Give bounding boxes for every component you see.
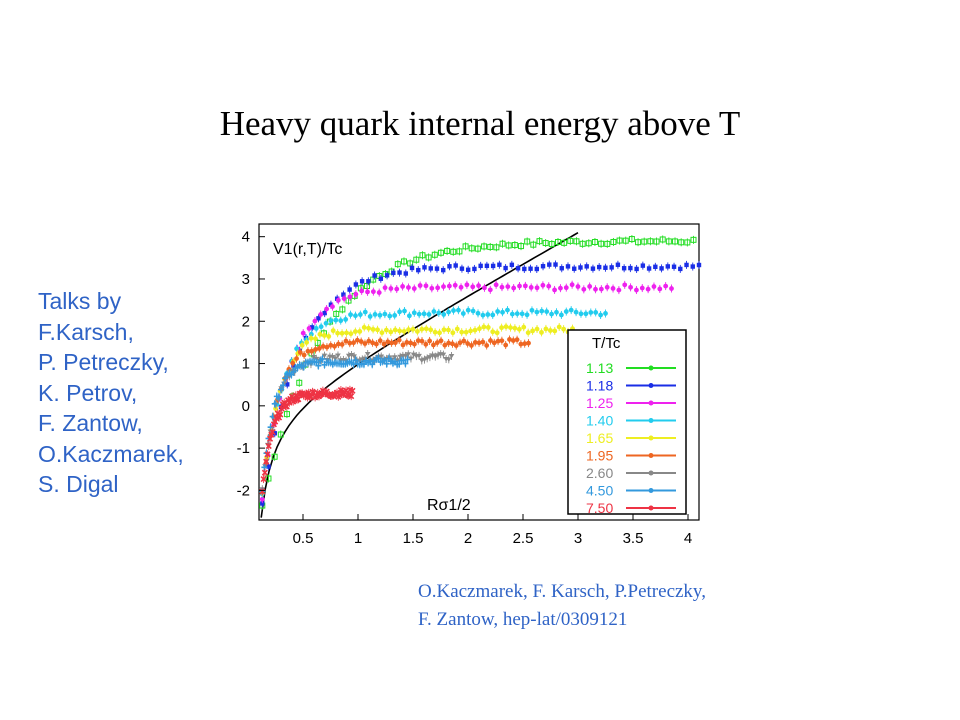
legend-marker: [648, 453, 654, 458]
legend-label: 4.50: [586, 483, 613, 499]
series-4-50: [259, 354, 411, 496]
energy-plot: 0.5 1 1.5 2 2.5 3 3.5 4 4 3 2 1 0 -1 -2 V1(r,T)/Tc Rσ1/2…: [237, 223, 702, 547]
x-tick-label: 3: [574, 530, 582, 547]
legend-marker: [648, 505, 654, 511]
talks-line: S. Digal: [38, 471, 119, 497]
series-1-95: [259, 335, 531, 496]
y-tick-label: -2: [237, 482, 250, 499]
y-tick-label: 1: [242, 356, 250, 373]
legend-marker: [648, 488, 654, 493]
legend-label: 1.65: [586, 430, 613, 446]
legend-marker: [648, 435, 654, 441]
legend-label: 7.50: [586, 500, 613, 516]
reference-citation: O.Kaczmarek, F. Karsch, P.Petreczky, F. …: [418, 578, 706, 634]
legend-label: 1.18: [586, 378, 613, 394]
series-1-18: [260, 260, 702, 508]
y-tick-label: 0: [242, 398, 250, 415]
legend-label: 1.40: [586, 413, 613, 429]
legend-label: 2.60: [586, 465, 613, 481]
reference-line-2: F. Zantow, hep-lat/0309121: [418, 609, 628, 630]
legend-marker: [648, 400, 654, 406]
legend-box: [567, 329, 687, 515]
legend-title: T/Tc: [592, 335, 621, 352]
x-tick-label: 2: [464, 530, 472, 547]
legend-marker: [648, 470, 654, 476]
y-tick-label: 2: [242, 313, 250, 330]
x-axis-label: Rσ1/2: [427, 497, 471, 514]
x-tick-label: 3.5: [623, 530, 644, 547]
talks-line: Talks by: [38, 288, 122, 314]
page-title: Heavy quark internal energy above T: [219, 104, 741, 143]
y-tick-label: 4: [242, 229, 250, 246]
legend-marker: [648, 418, 654, 423]
talks-line: O.Kaczmarek,: [38, 440, 184, 467]
x-tick-label: 4: [684, 530, 692, 547]
talks-list: Talks by F.Karsch, P. Petreczky, K. Petr…: [38, 286, 184, 500]
reference-line-1: O.Kaczmarek, F. Karsch, P.Petreczky,: [418, 581, 706, 602]
talks-line: F. Zantow,: [38, 410, 143, 436]
series-1-40: [259, 306, 608, 498]
x-tick-label: 0.5: [293, 530, 314, 547]
y-tick-label: 3: [242, 271, 250, 288]
y-tick-label: -1: [237, 440, 250, 457]
talks-line: P. Petreczky,: [38, 349, 169, 375]
legend-label: 1.13: [586, 360, 613, 376]
x-tick-label: 1.5: [403, 530, 424, 547]
x-tick-label: 1: [354, 530, 362, 547]
legend-label: 1.95: [586, 448, 613, 464]
talks-line: K. Petrov,: [38, 379, 138, 406]
legend-marker: [648, 365, 654, 371]
talks-line: F.Karsch,: [38, 318, 134, 345]
y-axis-label: V1(r,T)/Tc: [273, 241, 342, 258]
legend-label: 1.25: [586, 395, 613, 411]
series-7-50: [259, 385, 356, 496]
legend-marker: [648, 383, 654, 388]
x-tick-label: 2.5: [513, 530, 534, 547]
plot-marks: 0.5 1 1.5 2 2.5 3 3.5 4 4 3 2 1 0 -1 -2 V1(r,T)/Tc Rσ1/2…: [237, 223, 702, 547]
